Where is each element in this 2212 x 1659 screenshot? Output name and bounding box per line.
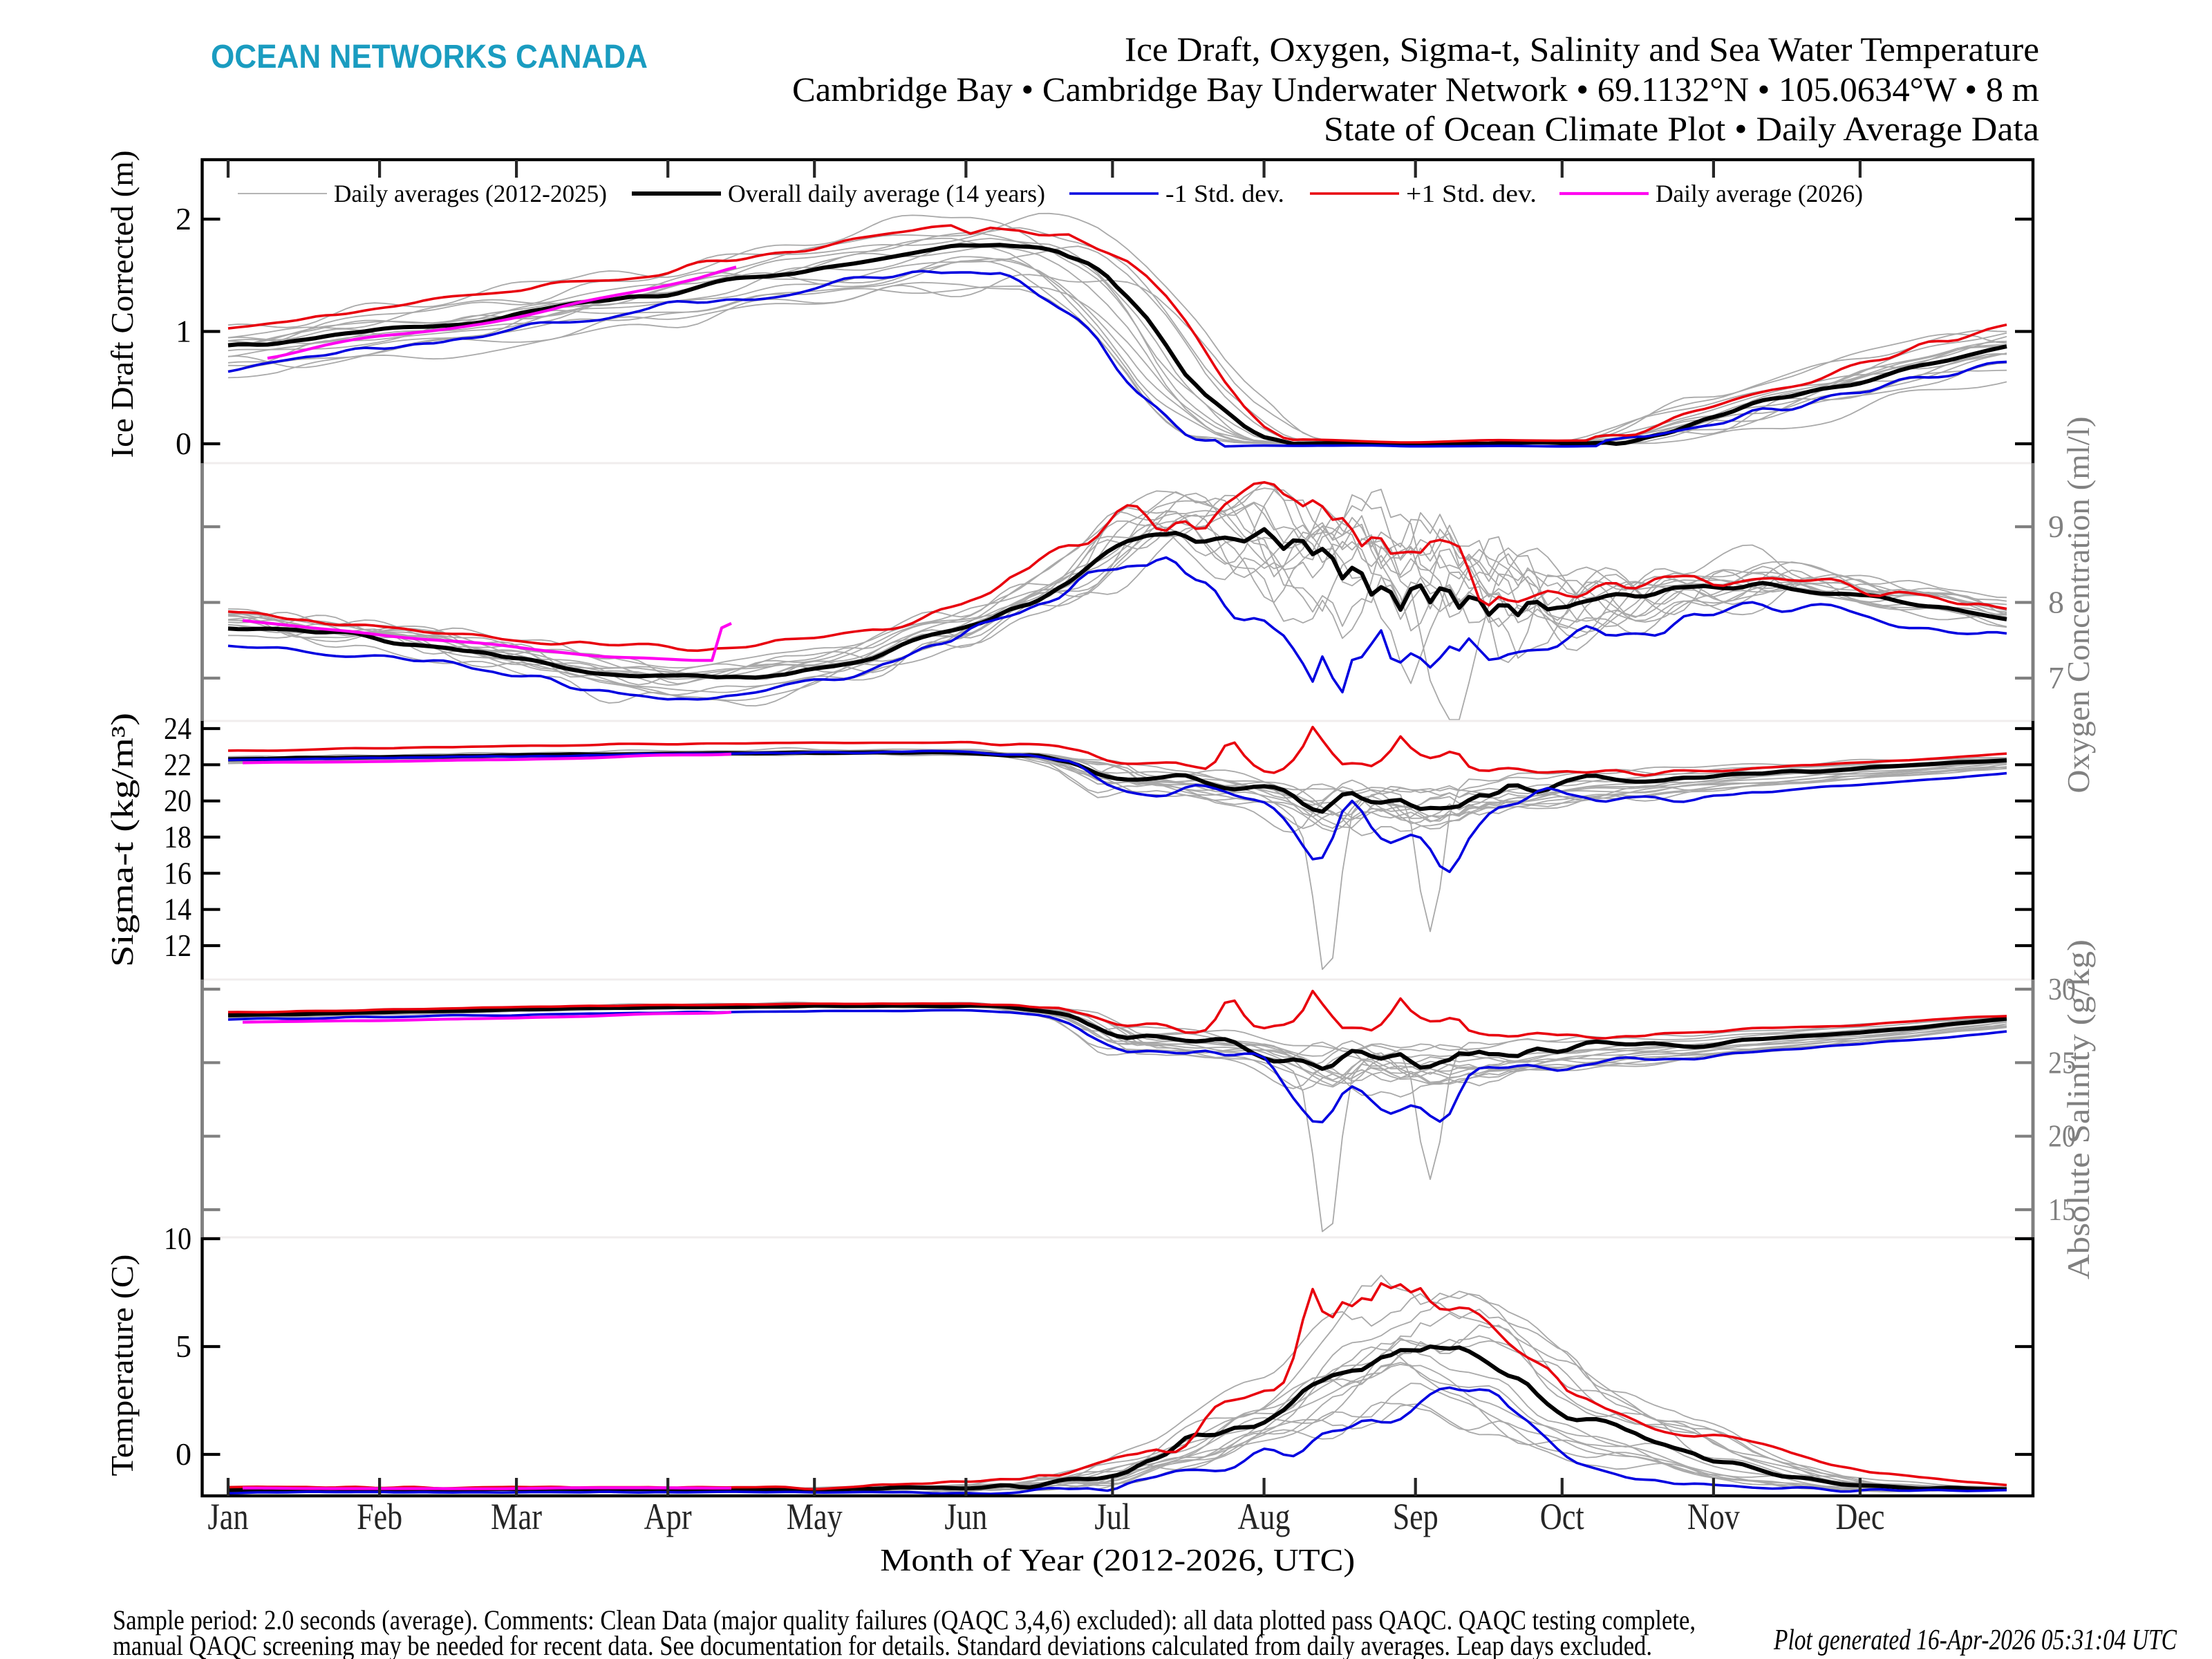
svg-text:Absolute Salinity (g/kg): Absolute Salinity (g/kg)	[2061, 939, 2096, 1280]
svg-text:1: 1	[176, 314, 191, 349]
svg-text:Daily average (2026): Daily average (2026)	[1656, 180, 1863, 207]
svg-text:Cambridge Bay • Cambridge Bay: Cambridge Bay • Cambridge Bay Underwater…	[792, 70, 2039, 109]
svg-text:2: 2	[176, 201, 191, 236]
svg-text:30: 30	[2048, 971, 2076, 1006]
svg-text:Ice Draft, Oxygen, Sigma-t, Sa: Ice Draft, Oxygen, Sigma-t, Salinity and…	[1125, 30, 2039, 68]
svg-text:12: 12	[164, 928, 191, 963]
svg-text:25: 25	[2048, 1044, 2076, 1080]
svg-text:Jul: Jul	[1094, 1496, 1130, 1537]
svg-text:Overall daily average (14 year: Overall daily average (14 years)	[728, 180, 1045, 207]
svg-text:20: 20	[164, 783, 191, 818]
svg-text:10: 10	[164, 1221, 191, 1256]
svg-text:0: 0	[176, 1436, 191, 1472]
svg-text:Daily averages (2012-2025): Daily averages (2012-2025)	[334, 180, 607, 207]
svg-text:State of Ocean Climate Plot •: State of Ocean Climate Plot • Daily Aver…	[1324, 109, 2039, 148]
svg-text:Sigma-t (kg/m³): Sigma-t (kg/m³)	[104, 713, 140, 967]
svg-text:Nov: Nov	[1687, 1496, 1740, 1537]
svg-text:Dec: Dec	[1835, 1496, 1884, 1537]
svg-text:manual QAQC screening may be n: manual QAQC screening may be needed for …	[113, 1630, 1652, 1659]
svg-text:7: 7	[2048, 660, 2064, 695]
svg-text:9: 9	[2048, 509, 2064, 544]
svg-text:Jan: Jan	[208, 1496, 249, 1537]
svg-text:Temperature (C): Temperature (C)	[104, 1255, 140, 1477]
svg-text:Ice Draft Corrected (m): Ice Draft Corrected (m)	[104, 150, 140, 458]
svg-text:Feb: Feb	[357, 1496, 402, 1537]
svg-text:20: 20	[2048, 1118, 2076, 1154]
svg-text:Sep: Sep	[1393, 1496, 1438, 1537]
svg-text:18: 18	[164, 819, 191, 854]
svg-text:Apr: Apr	[644, 1496, 692, 1537]
svg-text:15: 15	[2048, 1192, 2076, 1227]
svg-text:Jun: Jun	[944, 1496, 987, 1537]
svg-text:OCEAN NETWORKS CANADA: OCEAN NETWORKS CANADA	[211, 39, 648, 75]
svg-text:Aug: Aug	[1238, 1496, 1291, 1537]
svg-text:Mar: Mar	[491, 1496, 542, 1537]
svg-text:+1 Std. dev.: +1 Std. dev.	[1406, 180, 1537, 207]
svg-text:8: 8	[2048, 585, 2064, 620]
svg-text:Oxygen Concentration (ml/l): Oxygen Concentration (ml/l)	[2061, 417, 2096, 794]
svg-text:Plot generated 16-Apr-2026 05:: Plot generated 16-Apr-2026 05:31:04 UTC	[1773, 1624, 2177, 1656]
svg-text:Sample period: 2.0 seconds (av: Sample period: 2.0 seconds (average). Co…	[113, 1604, 1696, 1635]
svg-text:5: 5	[176, 1329, 191, 1364]
svg-text:14: 14	[164, 892, 191, 927]
svg-text:May: May	[787, 1496, 843, 1537]
svg-text:16: 16	[164, 855, 191, 890]
svg-text:Oct: Oct	[1540, 1496, 1584, 1537]
svg-text:22: 22	[164, 747, 191, 782]
svg-text:24: 24	[164, 711, 191, 746]
svg-text:0: 0	[176, 426, 191, 461]
svg-text:Month of Year (2012-2026, UTC): Month of Year (2012-2026, UTC)	[880, 1542, 1355, 1577]
svg-text:-1 Std. dev.: -1 Std. dev.	[1165, 180, 1284, 207]
